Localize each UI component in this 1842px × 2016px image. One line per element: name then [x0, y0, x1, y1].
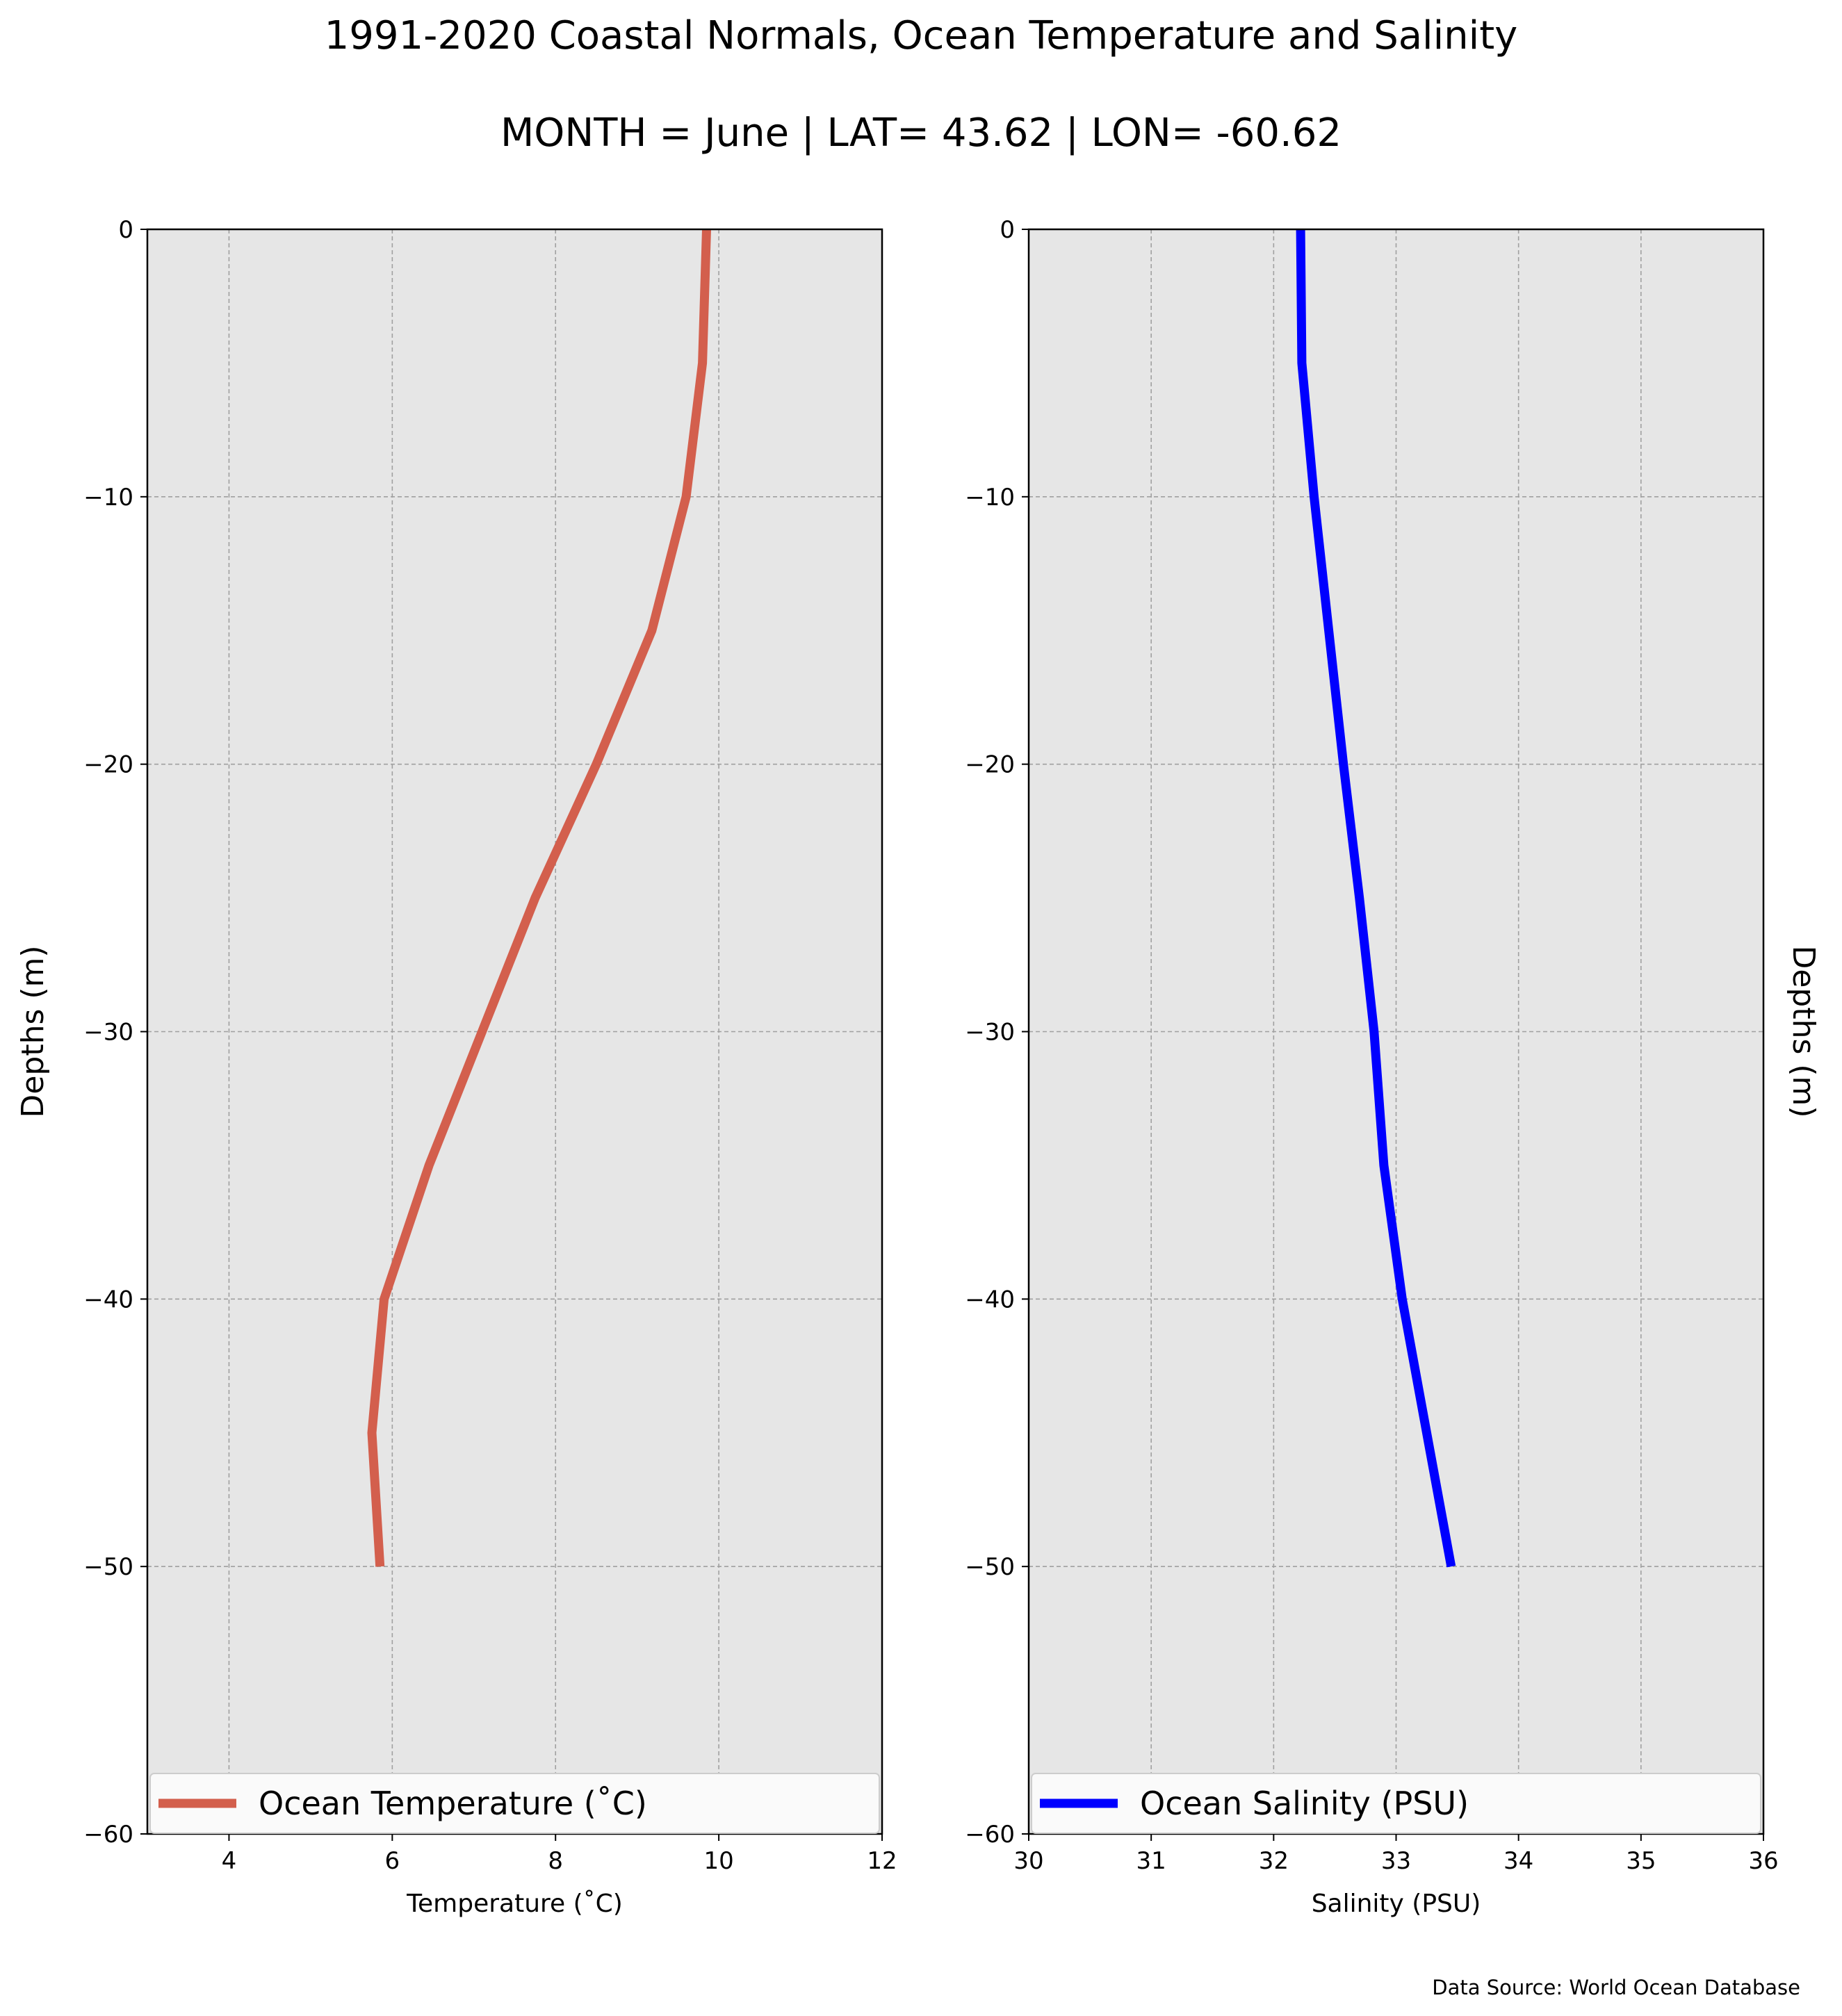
salinity-x-tick-label: 30: [1013, 1847, 1043, 1875]
salinity-x-tick-label: 31: [1136, 1847, 1166, 1875]
temperature-x-tick-label: 12: [867, 1847, 897, 1875]
temperature-plot-area: [147, 229, 882, 1834]
salinity-y-axis-label: Depths (m): [1786, 945, 1821, 1117]
salinity-x-tick-label: 32: [1259, 1847, 1289, 1875]
temperature-x-tick-label: 10: [703, 1847, 733, 1875]
temperature-x-tick-label: 6: [385, 1847, 400, 1875]
salinity-y-tick-label: −40: [965, 1286, 1015, 1313]
salinity-y-tick-label: 0: [1000, 216, 1015, 244]
salinity-x-tick-label: 35: [1626, 1847, 1656, 1875]
temperature-legend-box: [149, 1773, 880, 1834]
salinity-y-tick-label: −60: [965, 1821, 1015, 1849]
salinity-y-tick-label: −10: [965, 484, 1015, 511]
salinity-x-tick-label: 33: [1381, 1847, 1411, 1875]
salinity-x-tick-label: 36: [1748, 1847, 1778, 1875]
temperature-y-tick-label: −10: [83, 484, 133, 511]
temperature-y-tick-label: −40: [83, 1286, 133, 1313]
temperature-y-axis-label: Depths (m): [15, 945, 51, 1117]
salinity-y-tick-label: −30: [965, 1019, 1015, 1047]
temperature-panel: 4 6 8 10 12 0 −10 −20 −30 −40 −50 −60 Temperature (˚…: [15, 216, 897, 1918]
salinity-y-tick-label: −50: [965, 1553, 1015, 1581]
chart-subtitle: MONTH = June | LAT= 43.62 | LON= -60.62: [500, 110, 1342, 156]
temperature-y-tick-label: −20: [83, 751, 133, 779]
temperature-series-line: [367, 229, 711, 1567]
salinity-panel: 30 31 32 33 34 35 36 0 −10 −20 −30 −40 −50 −60 Salinit…: [965, 216, 1821, 1918]
salinity-legend-label: Ocean Salinity (PSU): [1140, 1785, 1469, 1822]
salinity-legend-box: [1031, 1773, 1761, 1834]
salinity-y-tick-label: −20: [965, 751, 1015, 779]
temperature-x-tick-label: 8: [548, 1847, 563, 1875]
temperature-legend-label: Ocean Temperature (˚C): [259, 1785, 647, 1822]
temperature-x-axis-label: Temperature (˚C): [406, 1890, 623, 1918]
chart-title: 1991-2020 Coastal Normals, Ocean Tempera…: [325, 13, 1518, 58]
temperature-y-tick-label: −60: [83, 1821, 133, 1849]
temperature-x-tick-label: 4: [222, 1847, 237, 1875]
temperature-y-tick-label: 0: [118, 216, 133, 244]
salinity-x-tick-label: 34: [1503, 1847, 1533, 1875]
salinity-x-axis-label: Salinity (PSU): [1312, 1890, 1481, 1918]
temperature-y-tick-label: −50: [83, 1553, 133, 1581]
data-source-note: Data Source: World Ocean Database: [1432, 1976, 1800, 1999]
salinity-series-line: [1296, 229, 1456, 1568]
temperature-y-tick-label: −30: [83, 1019, 133, 1047]
